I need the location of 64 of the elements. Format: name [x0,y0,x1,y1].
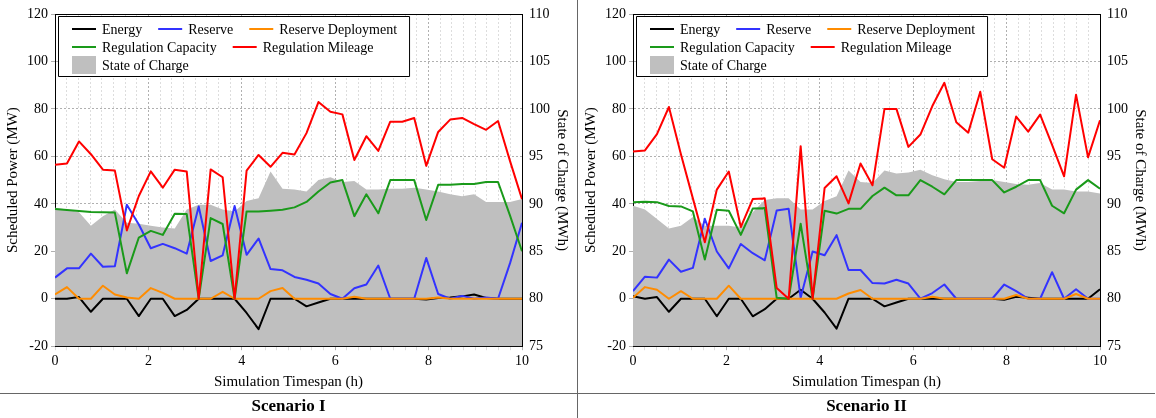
y-tick-label: 120 [27,5,48,21]
y-tick-label: 60 [34,148,48,164]
legend-label: Regulation Mileage [262,39,374,55]
legend-label: Reserve [188,21,234,37]
y-axis-title: Scheduled Power (MW) [581,107,599,253]
y-tick-label: 80 [34,100,48,116]
x-tick-label: 10 [1093,353,1107,369]
y2-tick-label: 105 [1107,53,1128,69]
y-tick-label: 40 [34,195,48,211]
y-tick-label: 80 [612,100,626,116]
text: Scenario II [578,393,1155,418]
y-tick-label: 120 [605,5,626,21]
y2-tick-label: 100 [1107,100,1128,116]
y-tick-label: 0 [41,290,48,306]
y-tick-label: 60 [612,148,626,164]
text: Scenario I [0,393,577,418]
y2-tick-label: 75 [529,337,543,353]
y-tick-label: 20 [612,242,626,258]
y2-tick-label: 80 [1107,290,1121,306]
y-axis-title: Scheduled Power (MW) [3,107,21,253]
x-tick-label: 6 [331,353,339,369]
x-tick-label: 2 [722,353,730,369]
y2-axis-title: State of Charge (MWh) [1132,109,1150,251]
y2-tick-label: 85 [1107,242,1121,258]
legend-label: Regulation Capacity [102,39,217,55]
y-tick-label: 40 [612,195,626,211]
y-tick-label: 100 [605,53,626,69]
y-tick-label: -20 [607,337,626,353]
x-axis-title: Simulation Timespan (h) [213,372,364,390]
y-tick-label: -20 [29,337,48,353]
y2-tick-label: 75 [1107,337,1121,353]
y2-tick-label: 95 [529,148,543,164]
x-axis-title: Simulation Timespan (h) [791,372,942,390]
y2-tick-label: 95 [1107,148,1121,164]
y-tick-label: 0 [619,290,626,306]
y2-tick-label: 80 [529,290,543,306]
x-tick-label: 4 [238,353,246,369]
legend-label: Reserve [766,21,812,37]
x-tick-label: 8 [425,353,433,369]
y2-tick-label: 90 [529,195,543,211]
x-tick-label: 8 [1003,353,1011,369]
legend-label: State of Charge [680,57,767,73]
y2-tick-label: 110 [1107,5,1128,21]
y2-tick-label: 100 [529,100,550,116]
y2-tick-label: 85 [529,242,543,258]
x-tick-label: 10 [515,353,529,369]
y2-tick-label: 90 [1107,195,1121,211]
legend-label: State of Charge [102,57,189,73]
y-tick-label: 100 [27,53,48,69]
legend-label: Regulation Mileage [840,39,952,55]
x-tick-label: 6 [909,353,917,369]
x-tick-label: 4 [816,353,824,369]
legend-label: Regulation Capacity [680,39,795,55]
y2-axis-title: State of Charge (MWh) [554,109,572,251]
legend-label: Energy [680,21,721,37]
x-tick-label: 2 [144,353,152,369]
legend-label: Reserve Deployment [857,21,976,37]
x-tick-label: 0 [629,353,637,369]
y-tick-label: 20 [34,242,48,258]
x-tick-label: 0 [51,353,59,369]
legend-label: Reserve Deployment [279,21,398,37]
y2-tick-label: 110 [529,5,550,21]
legend-label: Energy [102,21,143,37]
y2-tick-label: 105 [529,53,550,69]
